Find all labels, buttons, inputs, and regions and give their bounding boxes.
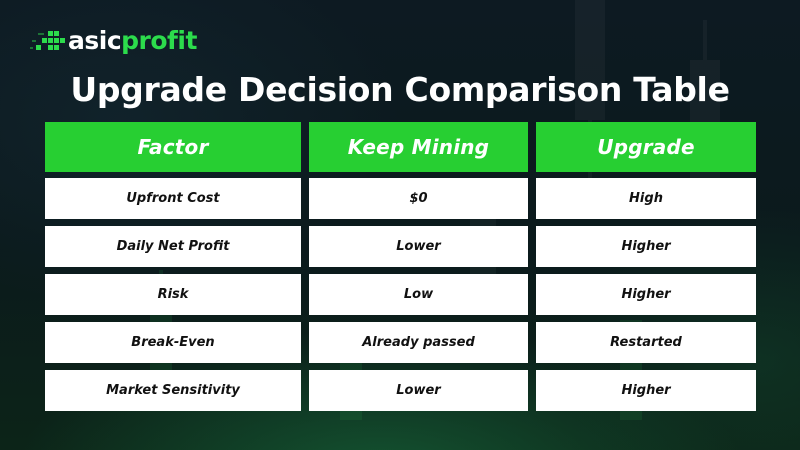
logo-text-asic: asic bbox=[68, 26, 122, 55]
page-title: Upgrade Decision Comparison Table bbox=[70, 70, 730, 109]
table-row-daily-net-profit: Daily Net Profit Lower Higher bbox=[45, 226, 756, 267]
keep-mining-cell: Lower bbox=[309, 370, 528, 411]
upgrade-cell: Higher bbox=[536, 226, 756, 267]
logo-pixel-arrow-icon bbox=[30, 31, 65, 50]
upgrade-cell: High bbox=[536, 178, 756, 219]
header-factor: Factor bbox=[45, 122, 301, 172]
factor-cell: Risk bbox=[45, 274, 301, 315]
keep-mining-cell: Already passed bbox=[309, 322, 528, 363]
keep-mining-cell: $0 bbox=[309, 178, 528, 219]
table-header-row: Factor Keep Mining Upgrade bbox=[45, 122, 756, 172]
upgrade-cell: Higher bbox=[536, 274, 756, 315]
factor-cell: Market Sensitivity bbox=[45, 370, 301, 411]
factor-cell: Upfront Cost bbox=[45, 178, 301, 219]
upgrade-cell: Higher bbox=[536, 370, 756, 411]
factor-cell: Break-Even bbox=[45, 322, 301, 363]
keep-mining-cell: Low bbox=[309, 274, 528, 315]
upgrade-cell: Restarted bbox=[536, 322, 756, 363]
brand-logo[interactable]: asicprofit bbox=[30, 26, 197, 56]
table-row-break-even: Break-Even Already passed Restarted bbox=[45, 322, 756, 363]
logo-text-profit: profit bbox=[121, 26, 197, 55]
comparison-table: Factor Keep Mining Upgrade Upfront Cost … bbox=[45, 122, 756, 418]
keep-mining-cell: Lower bbox=[309, 226, 528, 267]
header-upgrade: Upgrade bbox=[536, 122, 756, 172]
table-row-upfront-cost: Upfront Cost $0 High bbox=[45, 178, 756, 219]
table-row-market-sensitivity: Market Sensitivity Lower Higher bbox=[45, 370, 756, 411]
table-row-risk: Risk Low Higher bbox=[45, 274, 756, 315]
factor-cell: Daily Net Profit bbox=[45, 226, 301, 267]
header-keep-mining: Keep Mining bbox=[309, 122, 528, 172]
logo-wordmark: asicprofit bbox=[68, 26, 197, 56]
